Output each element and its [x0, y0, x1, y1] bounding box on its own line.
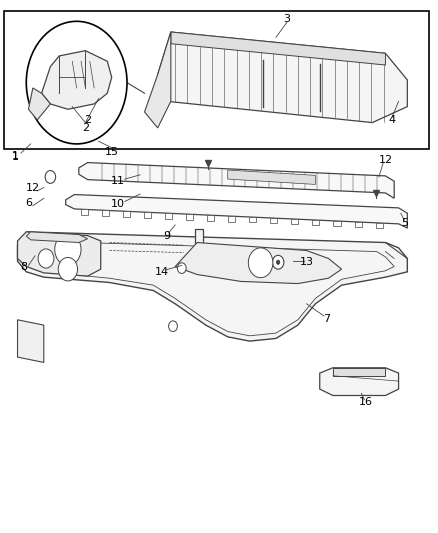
- Polygon shape: [171, 32, 385, 65]
- Bar: [4, 11, 429, 149]
- Text: 1: 1: [12, 151, 19, 160]
- Bar: [270, 218, 277, 223]
- Text: 12: 12: [378, 155, 392, 165]
- Text: 13: 13: [300, 257, 314, 267]
- Circle shape: [26, 21, 127, 144]
- Polygon shape: [228, 170, 315, 184]
- Text: 16: 16: [359, 398, 373, 407]
- Bar: [165, 213, 172, 219]
- Polygon shape: [18, 232, 407, 341]
- Bar: [228, 216, 235, 222]
- Circle shape: [55, 233, 81, 265]
- Circle shape: [45, 171, 56, 183]
- Polygon shape: [195, 229, 215, 255]
- Bar: [354, 222, 361, 228]
- Text: 14: 14: [155, 267, 169, 277]
- Circle shape: [248, 248, 273, 278]
- Text: 7: 7: [323, 314, 330, 324]
- Circle shape: [276, 260, 280, 264]
- Text: 12: 12: [26, 183, 40, 193]
- Polygon shape: [175, 243, 342, 284]
- Circle shape: [177, 263, 186, 273]
- Polygon shape: [28, 88, 50, 120]
- Bar: [144, 212, 151, 217]
- Text: 5: 5: [402, 218, 409, 228]
- Bar: [123, 211, 130, 216]
- Circle shape: [58, 257, 78, 281]
- Polygon shape: [333, 368, 385, 376]
- Polygon shape: [42, 51, 112, 109]
- Text: 6: 6: [25, 198, 32, 207]
- Polygon shape: [79, 163, 394, 198]
- Bar: [312, 220, 319, 225]
- Polygon shape: [320, 368, 399, 395]
- Text: 1: 1: [12, 152, 19, 162]
- Text: 2: 2: [82, 123, 89, 133]
- Text: 11: 11: [111, 176, 125, 186]
- Polygon shape: [18, 320, 44, 362]
- Text: 3: 3: [283, 14, 290, 23]
- Text: 9: 9: [163, 231, 170, 240]
- Polygon shape: [18, 232, 101, 276]
- Bar: [376, 223, 383, 228]
- Bar: [102, 211, 109, 216]
- Circle shape: [169, 321, 177, 332]
- Circle shape: [272, 255, 284, 269]
- Text: 2: 2: [84, 115, 91, 125]
- Bar: [333, 221, 340, 227]
- Polygon shape: [26, 232, 88, 243]
- Polygon shape: [66, 195, 407, 228]
- Polygon shape: [158, 32, 407, 123]
- Bar: [81, 209, 88, 215]
- Text: 4: 4: [389, 115, 396, 125]
- Bar: [186, 214, 193, 220]
- Text: 8: 8: [21, 262, 28, 271]
- Text: 15: 15: [105, 147, 119, 157]
- Bar: [291, 219, 298, 224]
- Polygon shape: [145, 32, 171, 128]
- Bar: [207, 215, 214, 221]
- Bar: [249, 217, 256, 222]
- Circle shape: [38, 249, 54, 268]
- Text: 10: 10: [111, 199, 125, 208]
